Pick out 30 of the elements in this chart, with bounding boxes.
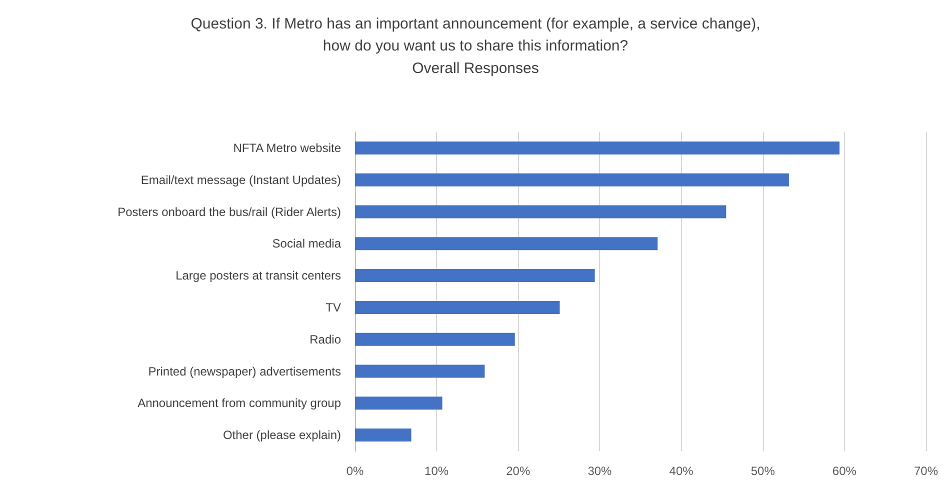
y-tick-label: Printed (newspaper) advertisements xyxy=(148,364,341,378)
x-tick-label: 50% xyxy=(750,464,776,478)
bar xyxy=(355,269,595,282)
y-tick-label: Radio xyxy=(310,332,342,346)
bar xyxy=(355,141,840,154)
bar xyxy=(355,428,412,442)
x-tick-label: 10% xyxy=(424,464,449,478)
bar xyxy=(355,332,515,346)
chart-subtitle: Overall Responses xyxy=(412,60,539,77)
x-tick-label: 40% xyxy=(669,464,694,478)
x-tick-label: 0% xyxy=(346,464,364,478)
bar xyxy=(355,237,658,250)
bar xyxy=(355,173,789,186)
y-tick-label: Email/text message (Instant Updates) xyxy=(140,172,341,187)
bar xyxy=(355,364,485,378)
y-tick-label: NFTA Metro website xyxy=(233,140,342,155)
x-tick-label: 20% xyxy=(506,464,530,478)
y-tick-label: Posters onboard the bus/rail (Rider Alerts) xyxy=(118,204,341,219)
x-tick-label: 30% xyxy=(588,464,612,478)
y-tick-label: Large posters at transit centers xyxy=(176,268,341,283)
x-tick-label: 70% xyxy=(914,464,938,478)
chart-title: Question 3. If Metro has an important announcement (for example, a service change), how do you want us to share this information? xyxy=(190,16,760,54)
y-tick-label: Announcement from community group xyxy=(138,396,342,410)
bar xyxy=(355,396,442,410)
bar xyxy=(355,205,726,218)
y-tick-label: TV xyxy=(326,300,341,314)
x-tick-label: 60% xyxy=(832,464,857,478)
bar xyxy=(355,300,560,314)
y-tick-label: Social media xyxy=(272,236,342,251)
y-tick-label: Other (please explain) xyxy=(222,428,341,442)
